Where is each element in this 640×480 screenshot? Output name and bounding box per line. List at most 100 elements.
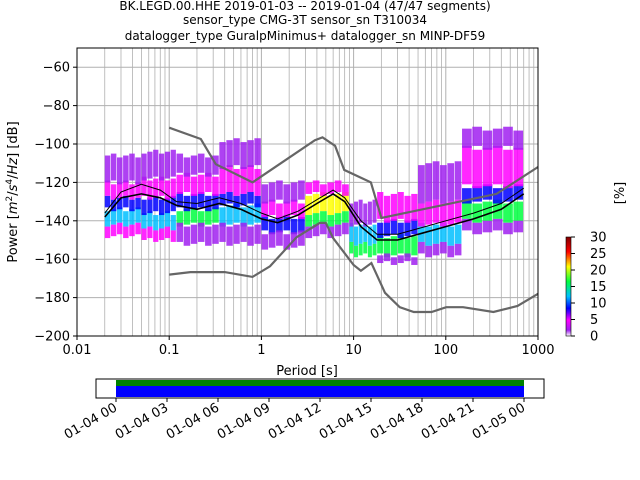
density-cell [129,199,135,212]
density-cell [397,255,404,264]
density-cell [141,228,147,240]
density-cell [247,165,254,192]
density-cell [170,230,176,242]
density-cell [261,184,269,204]
density-cell [334,180,342,192]
density-cell [447,163,455,202]
x-tick-label: 10 [345,343,362,358]
x-axis-label: Period [s] [276,364,338,379]
density-cell [404,220,411,237]
x-tick-label: 0.01 [63,343,92,358]
y-axis-ticks: −60 −80 −100 −120 −140 −160 −180 −200 [34,61,77,345]
density-cell [135,222,141,235]
density-cell [367,201,372,225]
density-cell [411,236,418,256]
density-cell [153,195,159,212]
density-cell [513,130,524,150]
density-cell [397,192,404,219]
density-cell [183,195,191,212]
density-cell [190,155,198,175]
density-cell [129,184,135,200]
density-cell [110,153,117,181]
coverage-tick-label: 01-04 18 [368,400,426,442]
density-cell [454,161,462,200]
density-cell [503,126,513,146]
density-cell [298,180,305,200]
coverage-data-bar [116,380,524,386]
density-cell [158,228,165,240]
density-cell [492,188,503,204]
density-cell [320,192,327,212]
density-cell [141,153,147,181]
density-cell [104,211,111,227]
y-tick-label: −140 [34,214,70,229]
density-cell [135,197,141,210]
density-cell [482,147,493,187]
y-tick-label: −100 [34,138,70,153]
density-cell [358,199,363,223]
density-cell [327,215,335,227]
density-cell [183,172,191,192]
density-cell [164,226,171,239]
ylabel-part-4: s [6,184,21,191]
density-cell [135,182,141,198]
density-cell [367,226,372,246]
density-cell [158,153,165,181]
ylabel-part-8: ] [dB] [6,121,21,158]
coverage-tick-label: 01-04 15 [317,400,375,442]
density-cell [404,195,411,223]
noise-model-nhnm [168,126,539,220]
colorbar-tick-label: 30 [590,231,607,246]
density-cell [183,209,191,225]
density-cell [147,197,153,214]
density-cell [147,151,153,179]
density-cell [197,174,205,194]
density-cell [205,226,212,246]
density-cell [141,213,147,229]
density-cell [176,174,184,194]
density-cell [247,226,254,246]
density-cell [377,234,384,254]
density-cell [158,213,165,229]
density-cell [190,207,198,223]
density-cell [290,218,298,235]
x-tick-label: 1000 [521,343,554,358]
density-cell [283,234,291,250]
density-cell [268,199,276,216]
density-cell [411,218,418,235]
density-cell [240,222,247,242]
density-cell [492,128,503,148]
density-cell [158,199,165,216]
density-cell [349,241,354,254]
density-cell [425,163,433,202]
density-cell [233,168,240,196]
density-cell [129,153,135,181]
density-cell [276,203,283,219]
y-tick-label: −60 [43,61,70,76]
density-cell [176,222,184,242]
density-cell [363,241,368,254]
coverage-tick-label: 01-04 21 [419,400,477,442]
x-tick-label: 1 [257,343,265,358]
density-cell [153,149,159,177]
ylabel-part-7: Hz [6,157,21,175]
density-cell [261,215,269,231]
density-cell [226,165,233,192]
density-cell [212,207,219,223]
density-cell [247,140,254,168]
density-cell [482,201,493,221]
density-cell [383,195,391,223]
density-cell [226,192,233,204]
upper-band-curve [104,183,524,235]
density-cell [247,192,254,204]
mean-curve [104,192,525,241]
density-cell [164,211,171,227]
density-cell [153,230,159,242]
x-tick-label: 100 [433,343,458,358]
density-cell [212,176,219,196]
density-cell [334,224,342,237]
density-cell [123,195,129,208]
density-cell [290,199,298,216]
density-cell [492,199,503,219]
